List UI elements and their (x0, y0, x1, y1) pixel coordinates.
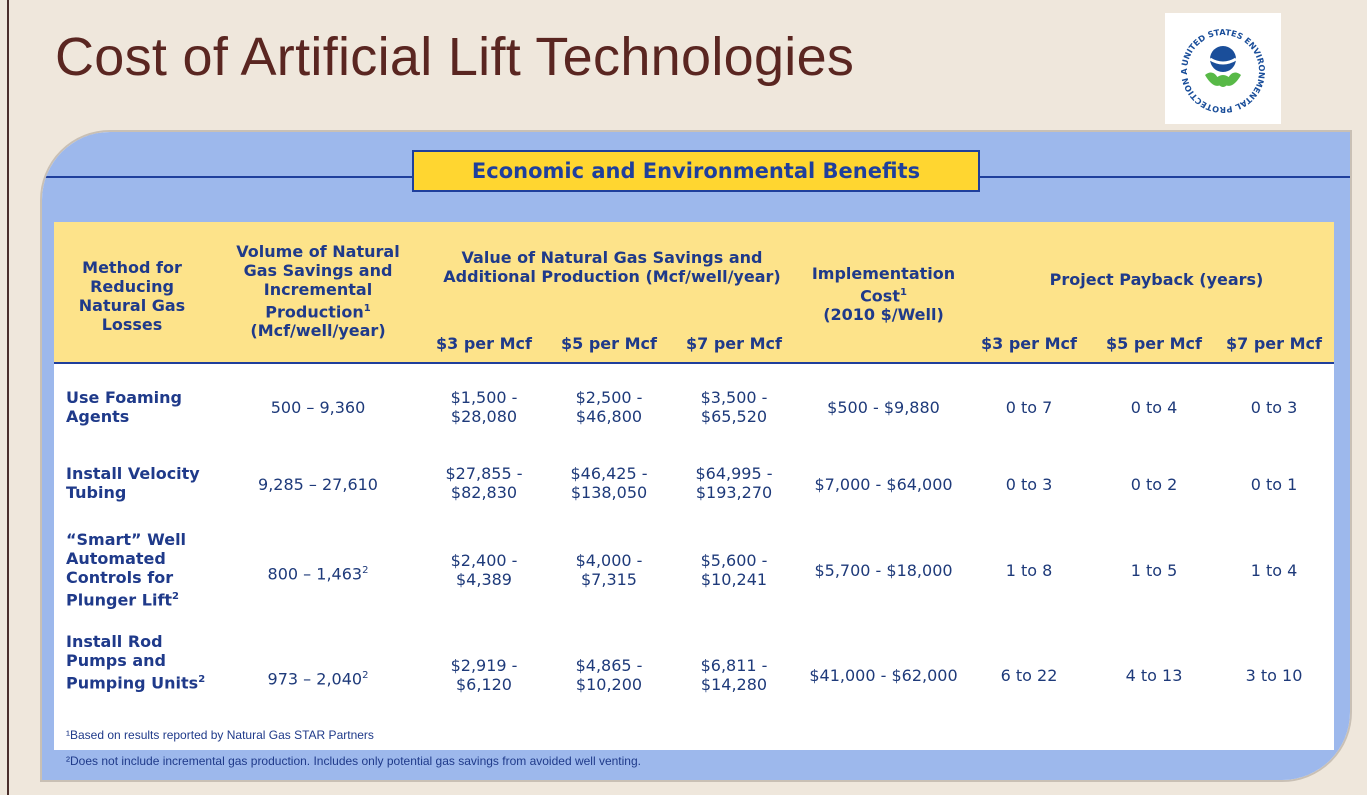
header-volume-text: Volume of Natural Gas Savings and Increm… (236, 242, 400, 322)
row-volume-text: 800 – 1,463 (267, 564, 363, 584)
row-value-5-high: $7,315 (581, 570, 637, 589)
epa-seal-icon: UNITED STATES ENVIRONMENTAL PROTECTION A… (1161, 5, 1267, 115)
header-payback-3: $3 per Mcf (981, 334, 1077, 353)
header-implementation-text: Implementation Cost (811, 264, 956, 306)
row-volume: 973 – 2,0402 (226, 666, 410, 688)
card-top-band: Economic and Environmental Benefits (42, 132, 1350, 222)
header-payback-5: $5 per Mcf (1106, 334, 1202, 353)
row-method-text: Install Rod Pumps and Pumping Units (66, 632, 199, 693)
row-method-sup: 2 (198, 674, 206, 685)
row-method: Install Rod Pumps and Pumping Units2 (66, 632, 206, 692)
row-payback-7: 0 to 3 (1250, 398, 1298, 417)
row-payback-3: 0 to 7 (1005, 398, 1053, 417)
header-value: Value of Natural Gas Savings and Additio… (443, 248, 781, 286)
row-value-5-high: $10,200 (575, 675, 643, 694)
row-value-7-low: $5,600 - (700, 551, 768, 570)
row-value-3: $1,500 - $28,080 (434, 388, 534, 426)
row-value-3-high: $28,080 (450, 407, 518, 426)
row-value-7-high: $10,241 (700, 570, 768, 589)
benefits-table: Method for Reducing Natural Gas Losses V… (54, 222, 1334, 750)
row-value-5-high: $46,800 (575, 407, 643, 426)
row-value-3-low: $27,855 - (445, 464, 523, 483)
row-value-7: $64,995 - $193,270 (684, 464, 784, 502)
row-volume: 800 – 1,4632 (226, 561, 410, 583)
row-value-3-low: $2,919 - (450, 656, 518, 675)
header-payback-7: $7 per Mcf (1226, 334, 1322, 353)
row-value-3-high: $6,120 (456, 675, 512, 694)
footnote-1: ¹Based on results reported by Natural Ga… (66, 728, 374, 742)
row-value-5-high: $138,050 (570, 483, 648, 502)
benefits-card: Economic and Environmental Benefits Meth… (40, 130, 1352, 782)
row-method: “Smart” Well Automated Controls for Plun… (66, 530, 216, 609)
table-frame: Method for Reducing Natural Gas Losses V… (42, 222, 1350, 780)
row-value-3-high: $82,830 (450, 483, 518, 502)
row-value-3-low: $2,400 - (450, 551, 518, 570)
row-method: Use Foaming Agents (66, 388, 183, 426)
table-header: Method for Reducing Natural Gas Losses V… (54, 222, 1334, 364)
row-payback-5: 1 to 5 (1130, 561, 1178, 580)
row-payback-3: 0 to 3 (1005, 475, 1053, 494)
slide-title: Cost of Artificial Lift Technologies (55, 27, 855, 87)
header-volume: Volume of Natural Gas Savings and Increm… (226, 242, 410, 340)
row-value-5: $2,500 - $46,800 (559, 388, 659, 426)
row-value-7-low: $3,500 - (700, 388, 768, 407)
row-payback-3: 1 to 8 (1005, 561, 1053, 580)
row-value-3: $2,919 - $6,120 (434, 656, 534, 694)
row-value-3: $27,855 - $82,830 (434, 464, 534, 502)
header-value-5: $5 per Mcf (561, 334, 657, 353)
row-cost: $5,700 - $18,000 (814, 561, 953, 580)
header-payback: Project Payback (years) (1049, 270, 1264, 289)
row-value-3: $2,400 - $4,389 (434, 551, 534, 589)
row-value-5: $4,000 - $7,315 (559, 551, 659, 589)
row-value-5-low: $4,000 - (575, 551, 643, 570)
row-value-7-high: $14,280 (700, 675, 768, 694)
row-payback-5: 0 to 2 (1130, 475, 1178, 494)
benefits-banner: Economic and Environmental Benefits (412, 150, 980, 192)
row-payback-5: 4 to 13 (1125, 666, 1183, 685)
row-payback-7: 1 to 4 (1250, 561, 1298, 580)
header-value-3: $3 per Mcf (436, 334, 532, 353)
row-value-7: $6,811 - $14,280 (684, 656, 784, 694)
row-method: Install Velocity Tubing (66, 464, 200, 502)
row-cost: $500 - $9,880 (827, 398, 940, 417)
row-value-7: $5,600 - $10,241 (684, 551, 784, 589)
row-value-5: $46,425 - $138,050 (559, 464, 659, 502)
row-value-5-low: $4,865 - (575, 656, 643, 675)
epa-logo: UNITED STATES ENVIRONMENTAL PROTECTION A… (1161, 5, 1281, 124)
row-cost: $41,000 - $62,000 (809, 666, 958, 685)
row-value-7-low: $64,995 - (695, 464, 773, 483)
header-implementation-units: (2010 $/Well) (823, 305, 944, 325)
row-volume: 9,285 – 27,610 (258, 475, 378, 494)
footnote-2: ²Does not include incremental gas produc… (66, 754, 641, 768)
row-value-7: $3,500 - $65,520 (684, 388, 784, 426)
row-method-text: “Smart” Well Automated Controls for Plun… (66, 530, 187, 610)
header-implementation: Implementation Cost1 (2010 $/Well) (796, 264, 971, 324)
row-value-7-high: $193,270 (695, 483, 773, 502)
row-payback-7: 3 to 10 (1245, 666, 1303, 685)
row-payback-3: 6 to 22 (1000, 666, 1058, 685)
header-volume-units: (Mcf/well/year) (250, 321, 386, 341)
header-value-7: $7 per Mcf (686, 334, 782, 353)
row-value-5-low: $2,500 - (575, 388, 643, 407)
row-value-5-low: $46,425 - (570, 464, 648, 483)
row-volume-sup: 2 (362, 670, 369, 681)
row-volume-text: 973 – 2,040 (267, 669, 363, 689)
row-value-5: $4,865 - $10,200 (559, 656, 659, 694)
row-value-7-low: $6,811 - (700, 656, 768, 675)
row-payback-5: 0 to 4 (1130, 398, 1178, 417)
slide-left-border (7, 0, 9, 795)
row-payback-7: 0 to 1 (1250, 475, 1298, 494)
header-volume-sup: 1 (363, 303, 371, 314)
row-value-7-high: $65,520 (700, 407, 768, 426)
row-cost: $7,000 - $64,000 (814, 475, 953, 494)
header-method: Method for Reducing Natural Gas Losses (78, 258, 186, 334)
row-volume: 500 – 9,360 (270, 398, 366, 417)
row-volume-sup: 2 (362, 565, 369, 576)
row-method-sup: 2 (172, 591, 180, 602)
row-value-3-high: $4,389 (456, 570, 512, 589)
row-value-3-low: $1,500 - (450, 388, 518, 407)
header-implementation-sup: 1 (899, 287, 907, 298)
